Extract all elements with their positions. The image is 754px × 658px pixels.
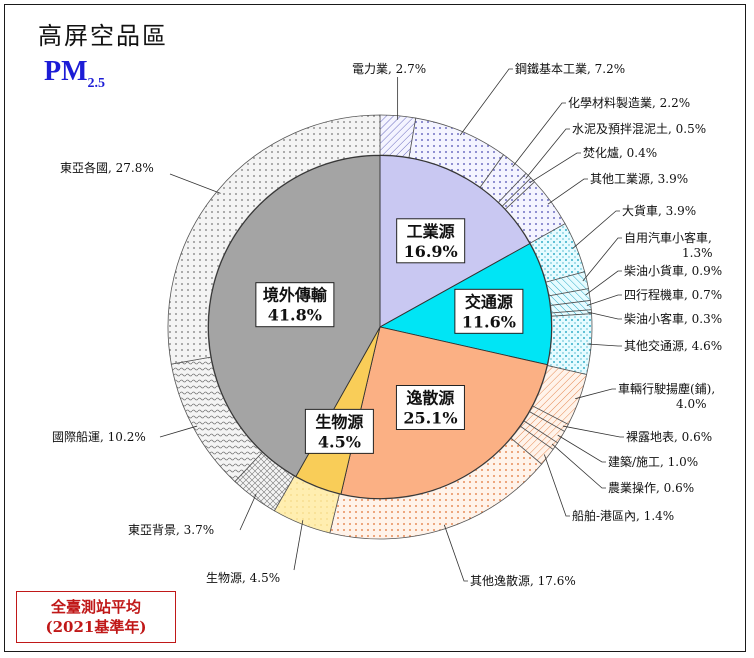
- outer-ring: [167, 114, 593, 540]
- inner-label-pct-境外傳輸: 41.8%: [268, 306, 322, 325]
- inner-label-name-生物源: 生物源: [315, 412, 363, 431]
- outer-label-東亞各國: 東亞各國, 27.8%: [60, 160, 154, 175]
- leader-line-建築/施工: [557, 434, 606, 463]
- leader-line-大貨車: [572, 210, 620, 249]
- inner-label-box-生物源: [304, 408, 374, 454]
- inner-label-pct-逸散源: 25.1%: [403, 409, 457, 428]
- leader-line-裸露地表: [562, 425, 624, 438]
- outer-label-柴油小貨車: 柴油小貨車, 0.9%: [624, 263, 722, 278]
- outer-label-建築/施工: 建築/施工, 1.0%: [608, 454, 698, 469]
- inner-label-box-交通源: [454, 288, 524, 334]
- inner-label-box-工業源: [396, 218, 466, 264]
- outer-label-鋼鐵基本工業: 鋼鐵基本工業, 7.2%: [515, 61, 625, 76]
- outer-segment-其他交通源: [547, 313, 593, 376]
- footnote-box: 全臺測站平均 (2021基準年): [16, 591, 176, 643]
- outer-label-車輛行駛揚塵(鋪)-cont: 4.0%: [676, 397, 707, 411]
- outer-label-電力業: 電力業, 2.7%: [352, 62, 426, 76]
- leader-line-其他逸散源: [443, 524, 468, 582]
- leader-line-化學材料製造業: [512, 102, 566, 167]
- pollutant-label: PM2.5: [44, 56, 106, 91]
- outer-label-自用汽車小客車-cont: 1.3%: [682, 246, 713, 260]
- outer-label-柴油小客車: 柴油小客車, 0.3%: [624, 311, 722, 326]
- leader-line-鋼鐵基本工業: [459, 68, 513, 136]
- chart-frame: [4, 4, 746, 652]
- outer-label-焚化爐: 焚化爐, 0.4%: [583, 145, 657, 160]
- inner-label-box-境外傳輸: [255, 282, 335, 328]
- leader-line-其他交通源: [587, 343, 622, 347]
- outer-label-化學材料製造業: 化學材料製造業, 2.2%: [568, 96, 690, 110]
- outer-label-其他逸散源: 其他逸散源, 17.6%: [470, 573, 576, 588]
- leader-line-東亞背景: [239, 493, 257, 531]
- inner-label-pct-工業源: 16.9%: [404, 242, 458, 261]
- leader-line-生物源: [293, 520, 304, 571]
- leader-line-柴油小客車: [587, 311, 622, 320]
- inner-label-pct-交通源: 11.6%: [462, 312, 516, 331]
- outer-label-其他工業源: 其他工業源, 3.9%: [590, 172, 688, 186]
- inner-label-pct-生物源: 4.5%: [318, 432, 361, 451]
- footnote-line1: 全臺測站平均: [50, 598, 141, 616]
- inner-label-box-逸散源: [395, 385, 465, 431]
- outer-label-東亞背景: 東亞背景, 3.7%: [128, 523, 214, 537]
- pollutant-sub: 2.5: [87, 76, 106, 91]
- leader-line-東亞各國: [169, 173, 221, 194]
- leader-line-農業操作: [551, 443, 606, 489]
- leader-line-車輛行駛揚塵(鋪): [575, 388, 616, 400]
- outer-label-車輛行駛揚塵(鋪): 車輛行駛揚塵(鋪),: [618, 381, 715, 396]
- outer-label-四行程機車: 四行程機車, 0.7%: [624, 287, 722, 302]
- chart-title: 高屏空品區: [38, 22, 168, 50]
- leader-line-水泥及預拌混泥土: [525, 128, 570, 179]
- leader-line-柴油小貨車: [585, 270, 622, 296]
- outer-label-裸露地表: 裸露地表, 0.6%: [626, 429, 712, 444]
- outer-label-國際船運: 國際船運, 10.2%: [52, 430, 146, 444]
- outer-label-其他交通源: 其他交通源, 4.6%: [624, 338, 722, 353]
- leader-line-船舶-港區內: [543, 454, 570, 517]
- leader-line-國際船運: [159, 425, 198, 438]
- footnote-line2: (2021基準年): [45, 618, 147, 636]
- inner-label-name-工業源: 工業源: [407, 222, 455, 241]
- outer-label-大貨車: 大貨車, 3.9%: [622, 203, 696, 218]
- leader-line-自用汽車小客車: [582, 237, 622, 282]
- outer-label-船舶-港區內: 船舶-港區內, 1.4%: [572, 508, 674, 523]
- outer-label-自用汽車小客車: 自用汽車小客車,: [624, 230, 712, 245]
- outer-label-生物源: 生物源, 4.5%: [206, 571, 280, 585]
- inner-label-name-交通源: 交通源: [465, 292, 513, 311]
- inner-label-name-逸散源: 逸散源: [406, 389, 454, 408]
- leader-lines: [159, 68, 624, 582]
- inner-label-name-境外傳輸: 境外傳輸: [263, 286, 328, 305]
- leader-line-焚化爐: [529, 152, 581, 184]
- leader-line-其他工業源: [547, 178, 588, 205]
- outer-labels: 電力業, 2.7% 鋼鐵基本工業, 7.2% 化學材料製造業, 2.2% 水泥及預拌混…: [52, 61, 722, 588]
- outer-label-農業操作: 農業操作, 0.6%: [608, 480, 694, 495]
- outer-label-水泥及預拌混泥土: 水泥及預拌混泥土, 0.5%: [572, 121, 706, 136]
- pollutant-main: PM: [44, 56, 88, 87]
- leader-line-四行程機車: [586, 294, 622, 306]
